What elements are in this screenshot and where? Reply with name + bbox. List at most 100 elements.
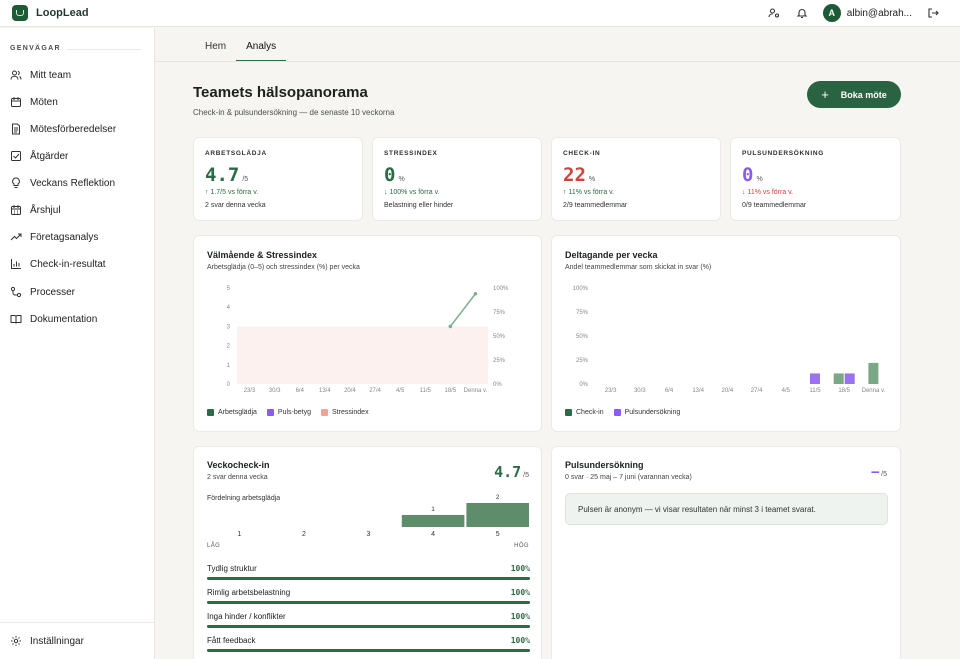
- kpi-unit: %: [588, 176, 596, 183]
- bar-pulsundersokning: [844, 373, 855, 384]
- bell-icon[interactable]: [795, 6, 809, 20]
- legend-label: Check-in: [576, 409, 604, 416]
- sidebar-item-label: Veckans Reflektion: [30, 177, 116, 189]
- legend-item: Stressindex: [321, 409, 369, 416]
- legend-label: Stressindex: [332, 409, 369, 416]
- card-subtitle: 0 svar · 25 maj – 7 juni (varannan vecka…: [565, 474, 692, 481]
- page-subtitle: Check-in & pulsundersökning — de senaste…: [193, 108, 395, 117]
- lightbulb-icon: [12, 177, 20, 188]
- x-tick-label: 18/5: [838, 388, 850, 394]
- y-left-tick-label: 4: [227, 305, 231, 311]
- participation-chart-card: Deltagande per vecka Andel teammedlemmar…: [551, 235, 901, 432]
- sidebar-item-label: Check-in-resultat: [30, 258, 106, 270]
- x-tick-label: 5: [496, 531, 500, 538]
- sidebar-item-label: Dokumentation: [30, 313, 98, 325]
- low-label: LÅG: [207, 543, 221, 549]
- legend-item: Check-in: [565, 409, 604, 416]
- tab-hem[interactable]: Hem: [205, 41, 227, 52]
- metric-value: 100%: [510, 636, 530, 645]
- legend-label: Puls-betyg: [277, 409, 311, 416]
- bar-chart-icon: [11, 259, 21, 269]
- divider: [155, 61, 960, 62]
- y-tick-label: 75%: [576, 310, 589, 316]
- y-tick-label: 25%: [576, 358, 589, 364]
- kpi-foot: 2 svar denna vecka: [205, 202, 266, 209]
- sidebar-item-dokumentation[interactable]: Dokumentation: [10, 310, 97, 328]
- y-left-tick-label: 1: [227, 363, 231, 369]
- x-tick-label: 11/5: [809, 388, 821, 394]
- chart-legend: Check-in Pulsundersökning: [565, 409, 690, 416]
- kpi-value: 4.7/5: [205, 164, 249, 186]
- legend-item: Puls-betyg: [266, 409, 311, 416]
- calendar-grid-icon: [11, 205, 21, 215]
- x-tick-label: 27/4: [751, 388, 763, 394]
- user-email[interactable]: albin@abrah...: [846, 7, 912, 19]
- kpi-foot: Belastning eller hinder: [384, 202, 454, 209]
- metric-bar: [207, 625, 530, 628]
- sidebar-item-mitt-team[interactable]: Mitt team: [10, 66, 71, 84]
- metric-label: Inga hinder / konflikter: [207, 612, 286, 621]
- y-right-tick-label: 0%: [493, 382, 502, 388]
- legend-swatch: [613, 409, 621, 416]
- legend-item: Pulsundersökning: [613, 409, 680, 416]
- tab-bar: Hem Analys: [195, 34, 287, 62]
- trend-icon: [10, 233, 22, 241]
- app-name: LoopLead: [36, 7, 89, 19]
- bar-pulsundersokning: [810, 373, 820, 384]
- x-tick-label: 4/5: [782, 388, 791, 394]
- weekly-checkin-card: Veckocheck-in 2 svar denna vecka 4.7/5 F…: [193, 446, 542, 659]
- kpi-foot: 0/9 teammedlemmar: [742, 202, 807, 209]
- logout-icon[interactable]: [926, 6, 940, 20]
- book-meeting-label: Boka möte: [840, 89, 887, 100]
- kpi-card-stressindex: STRESSINDEX 0% ↓ 100% vs förra v. Belast…: [372, 137, 542, 221]
- y-tick-label: 50%: [576, 334, 589, 340]
- sidebar-item-veckans-reflektion[interactable]: Veckans Reflektion: [10, 174, 115, 192]
- kpi-unit: /5: [242, 176, 249, 183]
- sidebar-item-motesforberedelser[interactable]: Mötesförberedelser: [10, 120, 116, 138]
- card-subtitle: 2 svar denna vecka: [207, 474, 268, 481]
- kpi-label: PULSUNDERSÖKNING: [742, 150, 824, 157]
- tab-analys[interactable]: Analys: [236, 34, 287, 62]
- x-tick-label: 2: [302, 531, 306, 538]
- plus-icon: +: [821, 87, 829, 102]
- sidebar-item-moten[interactable]: Möten: [10, 93, 58, 111]
- x-tick-label: 6/4: [665, 388, 674, 394]
- y-right-tick-label: 50%: [493, 334, 506, 340]
- sidebar-item-atgarder[interactable]: Åtgärder: [10, 147, 68, 165]
- stress-band: [237, 326, 488, 384]
- metric-value: 100%: [510, 612, 530, 621]
- y-left-tick-label: 0: [227, 382, 231, 388]
- y-left-tick-label: 2: [227, 344, 231, 350]
- y-tick-label: 0%: [579, 382, 588, 388]
- metric-bar: [207, 577, 530, 580]
- chart-subtitle: Arbetsglädja (0–5) och stressindex (%) p…: [207, 264, 360, 271]
- kpi-value: 0%: [742, 164, 763, 186]
- x-tick-label: 20/4: [722, 388, 734, 394]
- x-tick-label: 11/5: [420, 388, 432, 394]
- sidebar-item-arshjul[interactable]: Årshjul: [10, 201, 61, 219]
- kpi-label: STRESSINDEX: [384, 150, 438, 157]
- sidebar-item-label: Mötesförberedelser: [30, 123, 117, 135]
- avatar[interactable]: A: [822, 4, 841, 22]
- kpi-card-check-in: CHECK-IN 22% ↑ 11% vs förra v. 2/9 teamm…: [551, 137, 721, 221]
- x-tick-label: 1: [237, 531, 241, 538]
- sidebar-item-label: Mitt team: [30, 69, 72, 81]
- users-icon: [10, 70, 22, 80]
- book-meeting-button[interactable]: + Boka möte: [807, 81, 901, 108]
- sidebar-item-check-in-resultat[interactable]: Check-in-resultat: [10, 255, 106, 273]
- distribution-chart: 1 2 3 4 1 5 2: [237, 494, 529, 538]
- metric-label: Tydlig struktur: [207, 564, 257, 573]
- kpi-unit: %: [398, 176, 405, 183]
- logo[interactable]: LoopLead: [12, 5, 89, 21]
- user-switch-icon[interactable]: [767, 6, 781, 20]
- sidebar-item-processer[interactable]: Processer: [10, 283, 75, 301]
- sidebar-item-installningar[interactable]: Inställningar: [10, 632, 84, 650]
- sidebar-item-foretagsanalys[interactable]: Företagsanalys: [10, 228, 98, 246]
- kpi-delta: ↓ 100% vs förra v.: [384, 189, 440, 196]
- chart-legend: Arbetsglädja Puls-betyg Stressindex: [207, 409, 379, 416]
- x-tick-label: 4: [431, 531, 435, 538]
- kpi-label: CHECK-IN: [563, 150, 601, 157]
- process-icon: [10, 286, 22, 298]
- x-tick-label: 13/4: [319, 388, 331, 394]
